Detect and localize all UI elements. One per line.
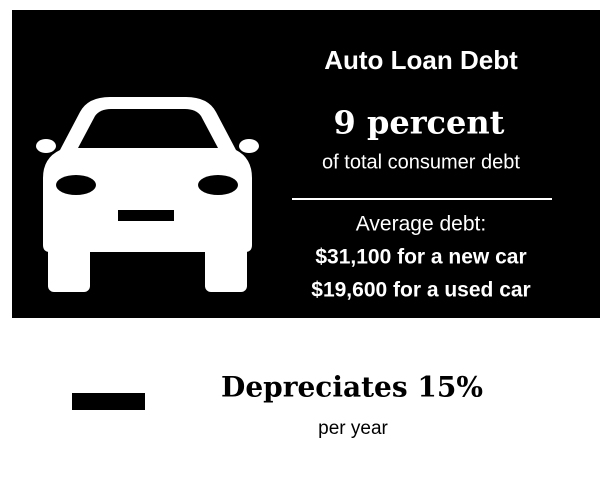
- car-icon: [36, 97, 259, 292]
- depreciation-icon: [72, 393, 145, 410]
- average-line: $19,600 for a used car: [311, 279, 530, 302]
- depreciation-title: Depreciates 15%: [221, 371, 483, 404]
- title: Auto Loan Debt: [324, 45, 518, 75]
- depreciation-caption: per year: [318, 418, 388, 439]
- stat-value: 9 percent: [334, 104, 505, 142]
- average-label: Average debt:: [356, 213, 486, 236]
- average-line: $31,100 for a new car: [315, 246, 526, 269]
- stat-caption: of total consumer debt: [322, 151, 520, 173]
